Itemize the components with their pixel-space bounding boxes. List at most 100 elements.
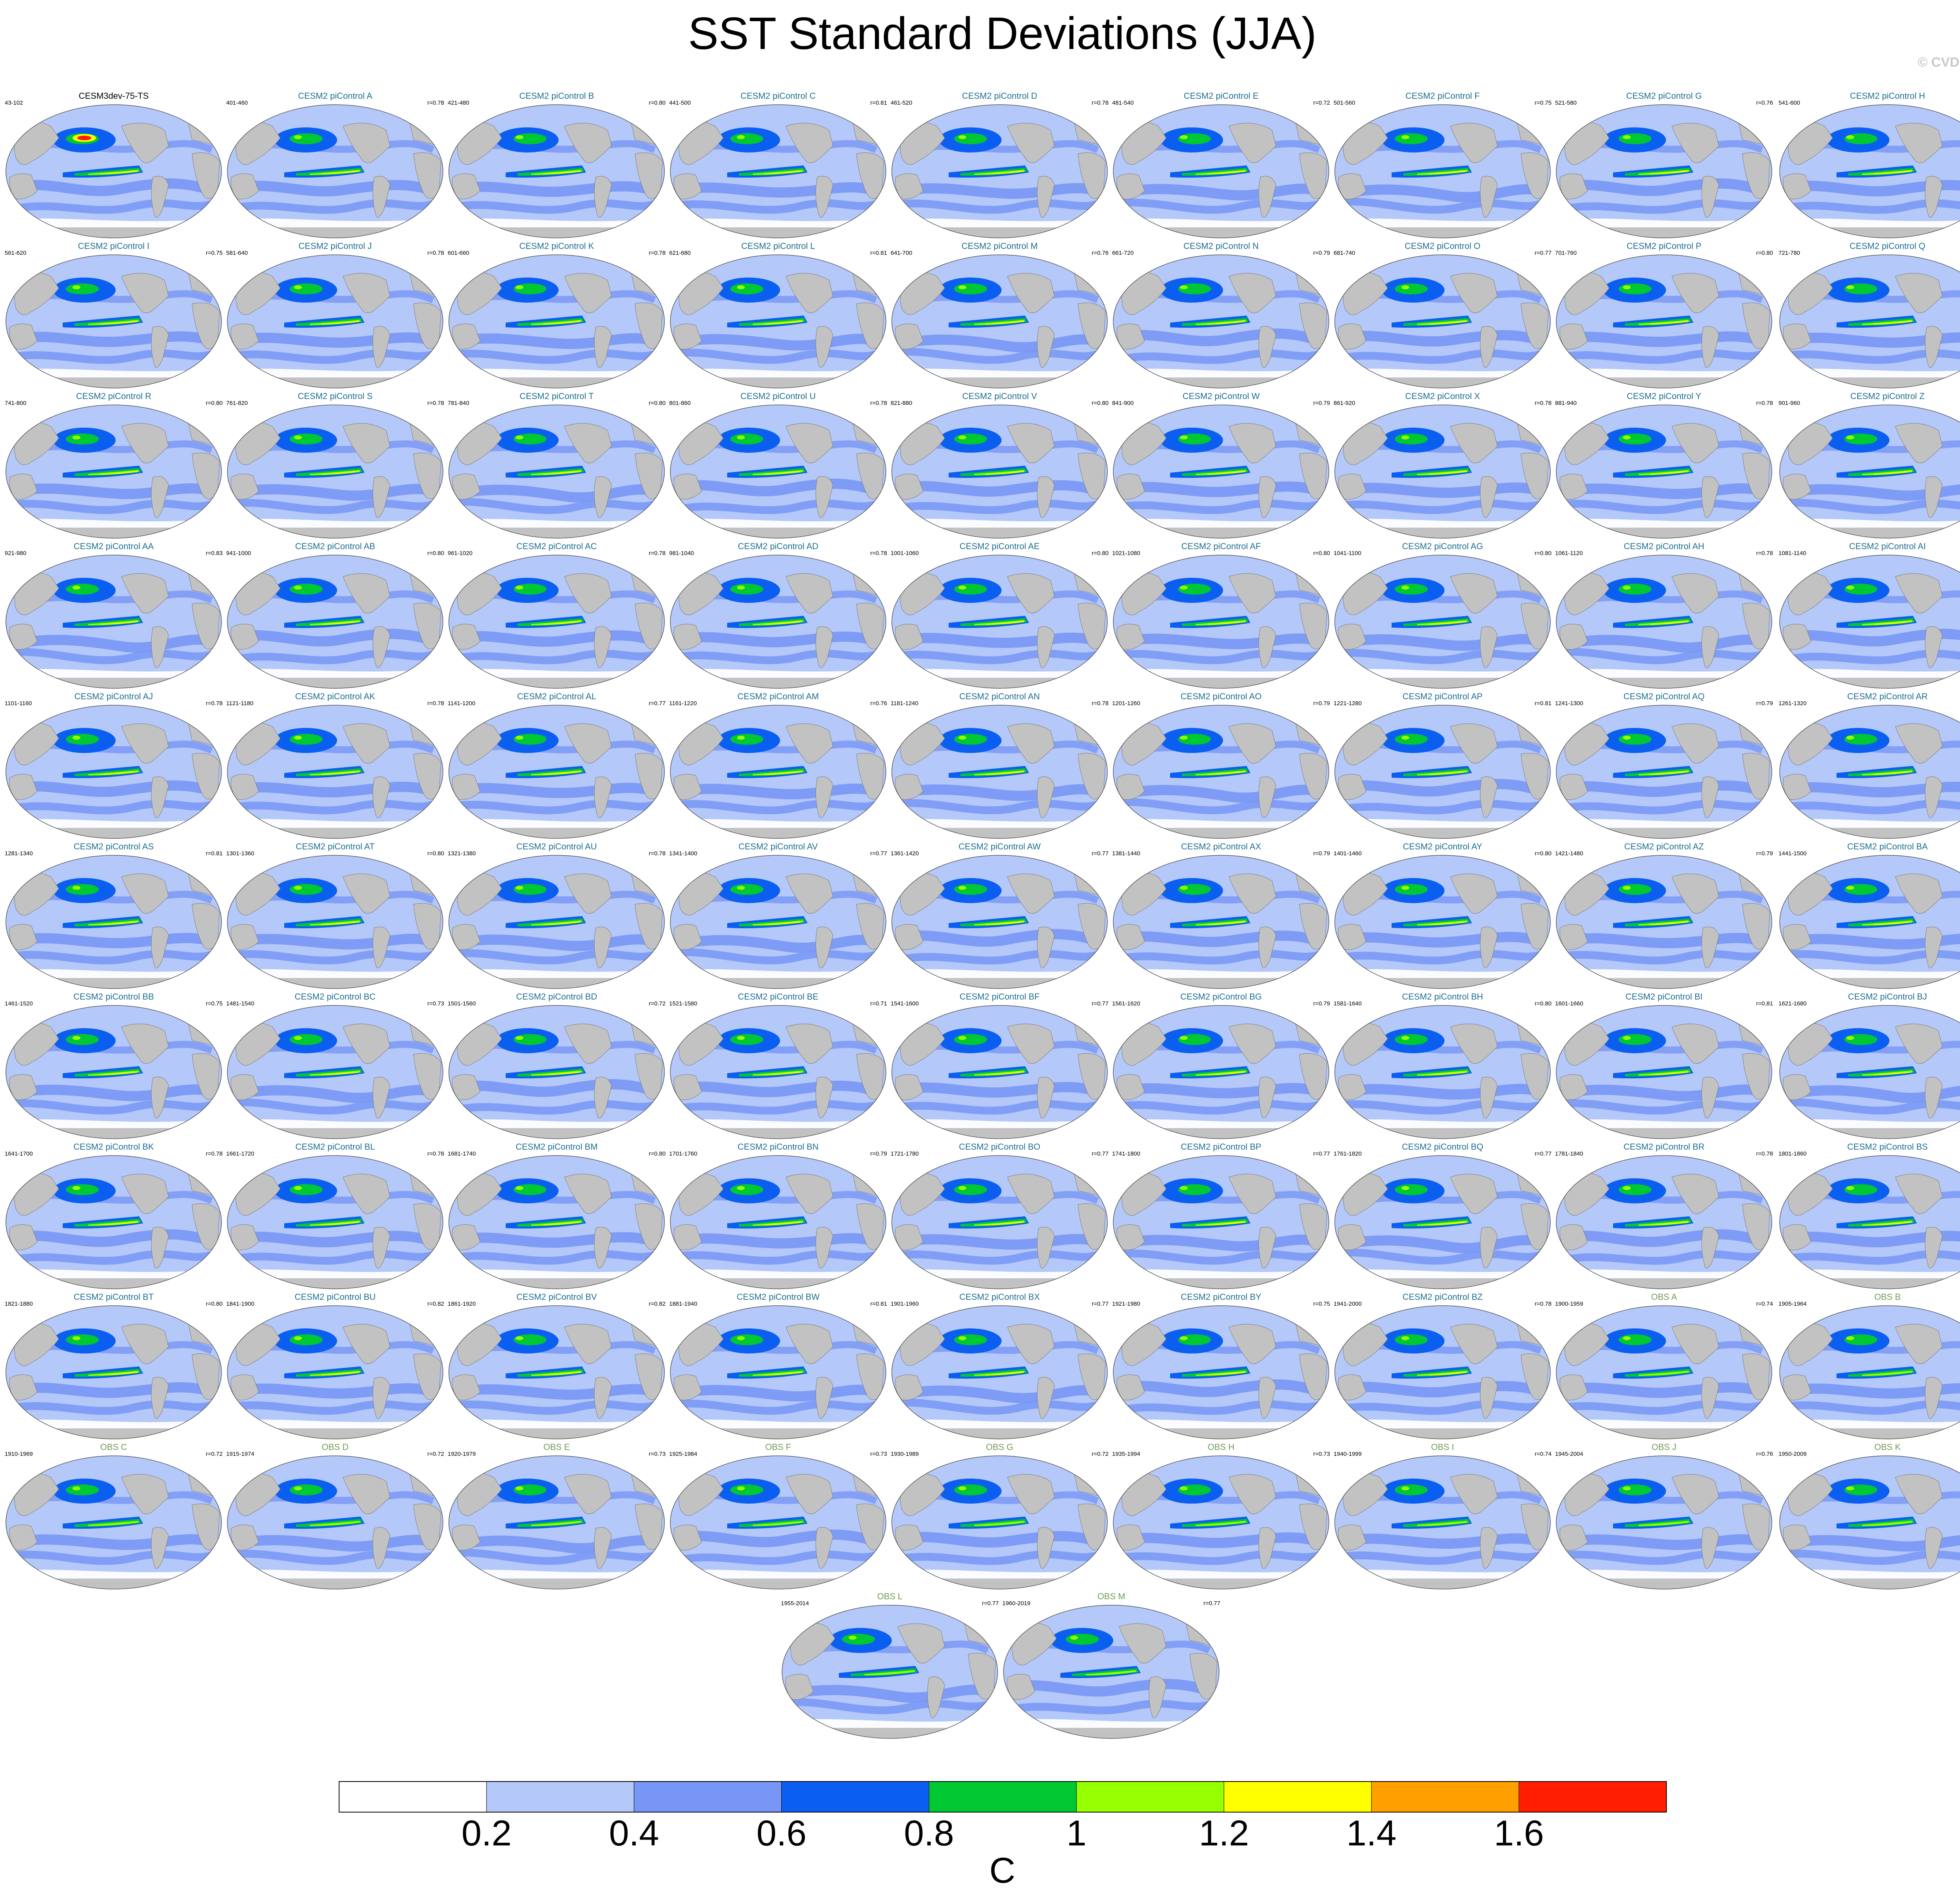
land-mass — [1078, 303, 1106, 349]
map-outline — [448, 1155, 665, 1289]
map-outline — [891, 705, 1108, 839]
panel-title: OBS I — [1431, 1442, 1454, 1452]
panel-title: CESM2 piControl T — [519, 391, 594, 401]
map-panel: CESM2 piControl AY 1401-1460 r=0.80 — [1333, 842, 1552, 994]
panel-title: CESM2 piControl AJ — [74, 691, 153, 701]
panel-correlation: r=0.77 — [1092, 1150, 1109, 1157]
land-mass — [1559, 1074, 1588, 1100]
sst-map — [891, 104, 1108, 238]
sst-map — [891, 1305, 1108, 1439]
panel-years: 461-520 — [891, 100, 913, 106]
map-outline — [1556, 1305, 1772, 1439]
sst-map — [670, 1305, 886, 1439]
panel-correlation: r=0.77 — [1203, 1600, 1220, 1607]
panel-correlation: r=0.72 — [427, 1451, 444, 1457]
map-outline — [5, 104, 222, 238]
panel-correlation: r=0.77 — [649, 700, 666, 707]
map-panel: CESM2 piControl U 801-860 r=0.78 — [668, 391, 888, 544]
land-mass — [815, 777, 833, 818]
map-outline — [227, 1305, 443, 1439]
land-mass — [343, 573, 390, 613]
sst-map — [782, 1605, 998, 1739]
map-outline — [1113, 705, 1329, 839]
map-panel: CESM2 piControl AA 921-980 r=0.83 — [4, 541, 223, 694]
sst-map — [891, 254, 1108, 388]
panel-years: 1161-1220 — [669, 700, 697, 707]
sst-map — [1779, 1305, 1960, 1439]
colorbar-tick-label: 0.6 — [756, 1813, 807, 1853]
land-mass — [1925, 1527, 1943, 1569]
land-mass — [452, 173, 481, 200]
panel-title: CESM2 piControl Q — [1849, 241, 1926, 251]
map-outline — [1334, 1455, 1551, 1589]
map-panel: CESM2 piControl BL 1661-1720 r=0.78 — [225, 1142, 445, 1295]
land-mass — [343, 1474, 390, 1514]
sst-map — [1779, 104, 1960, 238]
sst-map — [1113, 855, 1329, 989]
land-mass — [230, 1074, 259, 1100]
panel-correlation: r=0.80 — [1535, 1000, 1552, 1007]
map-panel: CESM2 piControl AZ 1421-1480 r=0.79 — [1554, 842, 1774, 994]
map-outline — [5, 254, 222, 388]
land-mass — [192, 303, 220, 349]
land-mass — [1338, 1374, 1367, 1401]
panel-title: CESM2 piControl BT — [73, 1292, 154, 1302]
panel-correlation: r=0.79 — [1313, 850, 1330, 857]
map-panel: OBS J 1945-2004 r=0.76 — [1554, 1442, 1774, 1595]
panel-correlation: r=0.72 — [649, 1000, 666, 1007]
sst-map — [227, 705, 443, 839]
land-mass — [895, 1074, 924, 1100]
land-mass — [635, 1504, 663, 1550]
land-mass — [673, 1374, 702, 1401]
map-panel: CESM2 piControl BQ 1761-1820 r=0.77 — [1333, 1142, 1552, 1295]
panel-years: 1401-1460 — [1334, 850, 1362, 857]
land-mass — [785, 1674, 814, 1700]
land-mass — [594, 1227, 612, 1268]
land-mass — [1671, 573, 1719, 613]
map-outline — [1779, 104, 1960, 238]
panel-title: OBS E — [543, 1442, 570, 1452]
map-panel: CESM2 piControl AM 1161-1220 r=0.76 — [668, 691, 888, 844]
map-outline — [227, 1005, 443, 1139]
map-outline — [1556, 1155, 1772, 1289]
land-mass — [1450, 123, 1498, 163]
map-outline — [448, 405, 665, 539]
land-mass — [372, 1377, 390, 1419]
land-mass — [121, 273, 169, 313]
panel-correlation: r=0.78 — [206, 1150, 223, 1157]
panel-years: 1821-1880 — [5, 1301, 33, 1307]
land-mass — [372, 927, 390, 968]
land-mass — [372, 176, 390, 218]
panel-years: 1541-1600 — [891, 1000, 919, 1007]
panel-correlation: r=0.77 — [1092, 850, 1109, 857]
sst-map — [5, 855, 222, 989]
land-mass — [230, 774, 259, 800]
panel-correlation: r=0.76 — [1756, 1451, 1773, 1457]
panel-title: CESM2 piControl X — [1405, 391, 1480, 401]
panel-correlation: r=0.75 — [1535, 100, 1552, 106]
panel-years: 1381-1440 — [1112, 850, 1140, 857]
land-mass — [594, 1077, 612, 1118]
panel-title: CESM2 piControl AL — [517, 691, 596, 701]
land-mass — [1742, 303, 1770, 349]
panel-title: CESM2 piControl AO — [1180, 691, 1262, 701]
land-mass — [1116, 624, 1145, 650]
land-mass — [673, 774, 702, 800]
panel-title: CESM2 piControl J — [298, 241, 372, 251]
map-panel: CESM2 piControl BH 1581-1640 r=0.80 — [1333, 992, 1552, 1145]
panel-title: CESM2 piControl BJ — [1848, 992, 1927, 1002]
land-mass — [1007, 123, 1055, 163]
panel-years: 1721-1780 — [891, 1150, 919, 1157]
panel-title: OBS H — [1207, 1442, 1235, 1452]
panel-correlation: r=0.82 — [649, 1301, 666, 1307]
panel-correlation: r=0.78 — [427, 700, 444, 707]
land-mass — [151, 1527, 169, 1569]
land-mass — [1229, 873, 1276, 914]
land-mass — [1671, 273, 1719, 313]
land-mass — [1925, 176, 1943, 218]
map-outline — [1113, 1005, 1329, 1139]
panel-years: 1281-1340 — [5, 850, 33, 857]
land-mass — [343, 723, 390, 764]
